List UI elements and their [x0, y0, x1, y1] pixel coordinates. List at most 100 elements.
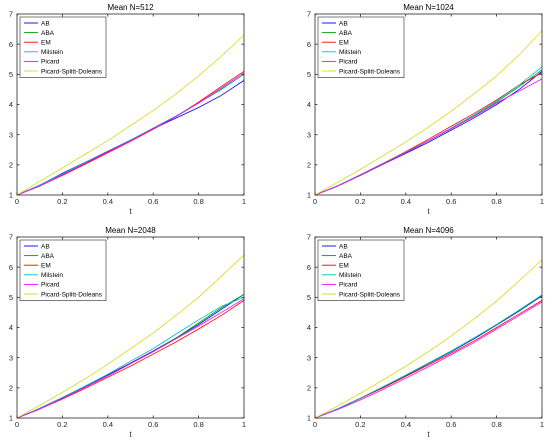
x-axis-label: t — [427, 430, 430, 439]
legend-entry-label: Milstein — [41, 49, 63, 56]
legend: AB ABA EM Milstein Picard Picard-Splitt-Dolea… — [19, 239, 107, 301]
x-axis-label: t — [427, 207, 430, 216]
y-tick-label: 6 — [307, 40, 311, 49]
legend-entry-label: Milstein — [41, 272, 63, 279]
x-tick-label: 1 — [540, 197, 544, 206]
y-tick-label: 5 — [307, 293, 311, 302]
x-tick-label: 0.2 — [355, 197, 365, 206]
series-line-milstein — [17, 73, 244, 195]
series-line-milstein — [17, 296, 244, 418]
series-line-picard — [315, 301, 542, 418]
y-tick-label: 6 — [9, 40, 13, 49]
series-line-picard-splitt-doleans — [17, 34, 244, 195]
x-tick-label: 0.4 — [103, 420, 113, 429]
y-tick-label: 1 — [9, 414, 13, 423]
legend-entry-label: AB — [339, 20, 348, 27]
series-line-em — [17, 70, 244, 195]
x-tick-label: 0.8 — [193, 420, 203, 429]
legend-box — [317, 239, 405, 301]
x-axis-label: t — [129, 207, 132, 216]
y-tick-label: 1 — [307, 414, 311, 423]
series-line-picard-splitt-doleans — [315, 30, 542, 195]
legend-entry-label: AB — [41, 243, 50, 250]
x-tick-label: 0.6 — [446, 197, 456, 206]
x-tick-label: 0.4 — [103, 197, 113, 206]
legend-box — [19, 16, 107, 78]
legend: AB ABA EM Milstein Picard Picard-Splitt-Dolea… — [317, 239, 405, 301]
x-tick-label: 1 — [540, 420, 544, 429]
series-line-picard — [17, 72, 244, 195]
x-tick-label: 0.8 — [193, 197, 203, 206]
legend-entry-label: Milstein — [339, 49, 361, 56]
series-line-picard — [17, 298, 244, 418]
y-tick-label: 2 — [307, 383, 311, 392]
legend-entry-label: Picard-Splitt-Doleans — [41, 68, 103, 75]
chart-title: Mean N=512 — [107, 3, 154, 12]
legend-entry-label: ABA — [41, 253, 55, 260]
legend-entry-label: Picard — [41, 282, 60, 289]
y-tick-label: 5 — [9, 70, 13, 79]
y-tick-label: 4 — [307, 323, 311, 332]
y-tick-label: 7 — [307, 233, 311, 242]
x-tick-label: 0.8 — [491, 197, 501, 206]
legend-entry-label: Picard-Splitt-Doleans — [41, 291, 103, 298]
x-tick-label: 0.4 — [401, 420, 411, 429]
y-tick-label: 6 — [9, 263, 13, 272]
legend-entry-label: ABA — [41, 30, 55, 37]
y-tick-label: 2 — [307, 160, 311, 169]
legend-entry-label: Picard — [41, 59, 60, 66]
x-tick-label: 1 — [242, 420, 246, 429]
x-tick-label: 0.6 — [446, 420, 456, 429]
y-tick-label: 7 — [9, 10, 13, 19]
y-tick-label: 7 — [9, 233, 13, 242]
y-tick-label: 7 — [307, 10, 311, 19]
legend-entry-label: AB — [41, 20, 50, 27]
y-tick-label: 1 — [307, 191, 311, 200]
y-tick-label: 4 — [9, 100, 13, 109]
y-tick-label: 6 — [307, 263, 311, 272]
y-tick-label: 4 — [307, 100, 311, 109]
x-tick-label: 0.8 — [491, 420, 501, 429]
chart-title: Mean N=2048 — [105, 226, 156, 235]
x-axis-label: t — [129, 430, 132, 439]
series-line-aba — [17, 73, 244, 195]
series-line-em — [315, 72, 542, 195]
y-tick-label: 4 — [9, 323, 13, 332]
legend-box — [19, 239, 107, 301]
legend-entry-label: ABA — [339, 30, 353, 37]
series-group — [17, 34, 244, 195]
legend-entry-label: EM — [339, 40, 349, 47]
x-tick-label: 1 — [242, 197, 246, 206]
chart-panel-0: Mean N=512 0 0.2 0.4 0.6 0.8 1 1 2 3 4 5 6 7 t AB ABA EM M… — [9, 3, 246, 216]
x-tick-label: 0 — [15, 197, 19, 206]
series-line-em — [17, 300, 244, 418]
series-line-milstein — [315, 294, 542, 418]
x-tick-label: 0.6 — [148, 420, 158, 429]
chart-title: Mean N=1024 — [403, 3, 454, 12]
y-tick-label: 2 — [9, 160, 13, 169]
x-tick-label: 0.6 — [148, 197, 158, 206]
legend-entry-label: Picard — [339, 282, 358, 289]
x-tick-label: 0.4 — [401, 197, 411, 206]
chart-panel-1: Mean N=1024 0 0.2 0.4 0.6 0.8 1 1 2 3 4 5 6 7 t AB ABA EM… — [307, 3, 544, 216]
y-tick-label: 1 — [9, 191, 13, 200]
series-group — [315, 30, 542, 195]
legend-entry-label: EM — [339, 263, 349, 270]
legend-entry-label: ABA — [339, 253, 353, 260]
x-tick-label: 0.2 — [57, 197, 67, 206]
series-line-picard-splitt-doleans — [315, 259, 542, 418]
legend-entry-label: Milstein — [339, 272, 361, 279]
x-tick-label: 0 — [313, 197, 317, 206]
chart-title: Mean N=4096 — [403, 226, 454, 235]
x-tick-label: 0 — [15, 420, 19, 429]
chart-panel-2: Mean N=2048 0 0.2 0.4 0.6 0.8 1 1 2 3 4 5 6 7 t AB ABA EM… — [9, 226, 246, 439]
y-tick-label: 3 — [307, 353, 311, 362]
legend-entry-label: AB — [339, 243, 348, 250]
chart-panel-3: Mean N=4096 0 0.2 0.4 0.6 0.8 1 1 2 3 4 5 6 7 t AB ABA EM… — [307, 226, 544, 439]
legend-box — [317, 16, 405, 78]
legend-entry-label: Picard — [339, 59, 358, 66]
series-line-ab — [315, 71, 542, 195]
x-tick-label: 0.2 — [355, 420, 365, 429]
series-line-picard-splitt-doleans — [17, 254, 244, 418]
